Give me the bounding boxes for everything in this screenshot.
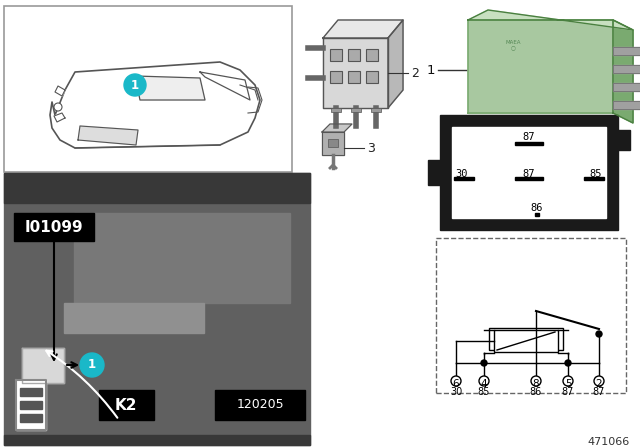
Polygon shape: [515, 177, 543, 180]
Polygon shape: [4, 173, 310, 203]
Bar: [330, 71, 342, 83]
Polygon shape: [78, 126, 138, 145]
Polygon shape: [613, 101, 640, 109]
Text: 85: 85: [589, 169, 602, 179]
Bar: [351, 108, 361, 112]
Text: 2: 2: [411, 66, 419, 79]
Polygon shape: [454, 177, 474, 180]
Text: 30: 30: [456, 169, 468, 179]
Polygon shape: [14, 213, 94, 241]
Text: MAEA
○: MAEA ○: [505, 39, 521, 51]
Polygon shape: [20, 401, 42, 409]
Polygon shape: [99, 390, 154, 420]
Circle shape: [481, 360, 487, 366]
Polygon shape: [613, 83, 640, 91]
Polygon shape: [50, 62, 260, 148]
Bar: [4, 6, 292, 172]
Text: 5: 5: [564, 379, 572, 389]
Polygon shape: [74, 213, 290, 303]
Bar: [489, 328, 563, 350]
Polygon shape: [4, 435, 310, 445]
Text: 87: 87: [523, 169, 535, 179]
Bar: [366, 71, 378, 83]
Text: 87: 87: [523, 132, 535, 142]
Polygon shape: [584, 177, 604, 180]
Text: 87: 87: [593, 387, 605, 397]
Text: 1: 1: [88, 358, 96, 371]
Polygon shape: [135, 76, 205, 100]
Bar: [330, 49, 342, 61]
Text: 471066: 471066: [588, 437, 630, 447]
Circle shape: [451, 376, 461, 386]
Polygon shape: [323, 38, 388, 108]
Text: 8: 8: [532, 379, 540, 389]
Polygon shape: [55, 86, 65, 96]
Text: 120205: 120205: [236, 399, 284, 412]
Polygon shape: [54, 113, 65, 122]
Text: 1: 1: [426, 64, 435, 77]
Circle shape: [565, 360, 571, 366]
Bar: [348, 71, 360, 83]
Circle shape: [531, 376, 541, 386]
Bar: [436, 238, 626, 393]
Text: I01099: I01099: [25, 220, 83, 234]
Text: 87: 87: [562, 387, 574, 397]
Circle shape: [479, 376, 489, 386]
Circle shape: [563, 376, 573, 386]
Text: 86: 86: [531, 203, 543, 213]
Bar: [331, 108, 341, 112]
Polygon shape: [388, 20, 403, 108]
Bar: [328, 139, 338, 147]
Text: 3: 3: [367, 142, 375, 155]
Circle shape: [80, 353, 104, 377]
Polygon shape: [613, 47, 640, 55]
Polygon shape: [452, 127, 606, 218]
Polygon shape: [22, 348, 64, 383]
Polygon shape: [613, 65, 640, 73]
Polygon shape: [428, 160, 440, 185]
Text: 30: 30: [450, 387, 462, 397]
Polygon shape: [20, 414, 42, 422]
Polygon shape: [215, 390, 305, 420]
Circle shape: [594, 376, 604, 386]
Text: 6: 6: [452, 379, 460, 389]
Polygon shape: [323, 20, 403, 38]
Bar: [371, 108, 381, 112]
Polygon shape: [618, 130, 630, 150]
Text: K2: K2: [115, 397, 137, 413]
Bar: [366, 49, 378, 61]
Text: 1: 1: [131, 78, 139, 91]
Circle shape: [54, 103, 62, 111]
Polygon shape: [613, 20, 633, 123]
Bar: [348, 49, 360, 61]
Polygon shape: [440, 115, 618, 230]
Circle shape: [596, 331, 602, 337]
Text: 86: 86: [530, 387, 542, 397]
Polygon shape: [468, 20, 613, 113]
Polygon shape: [20, 388, 42, 396]
Polygon shape: [64, 303, 204, 333]
Circle shape: [124, 74, 146, 96]
Polygon shape: [535, 213, 539, 216]
Polygon shape: [515, 142, 543, 145]
Polygon shape: [322, 124, 352, 132]
Text: 2: 2: [596, 379, 602, 389]
Polygon shape: [322, 132, 344, 155]
Text: 85: 85: [478, 387, 490, 397]
Polygon shape: [16, 380, 46, 430]
Bar: [494, 330, 558, 352]
Polygon shape: [468, 10, 633, 30]
Polygon shape: [4, 173, 310, 445]
Text: 4: 4: [481, 379, 487, 389]
